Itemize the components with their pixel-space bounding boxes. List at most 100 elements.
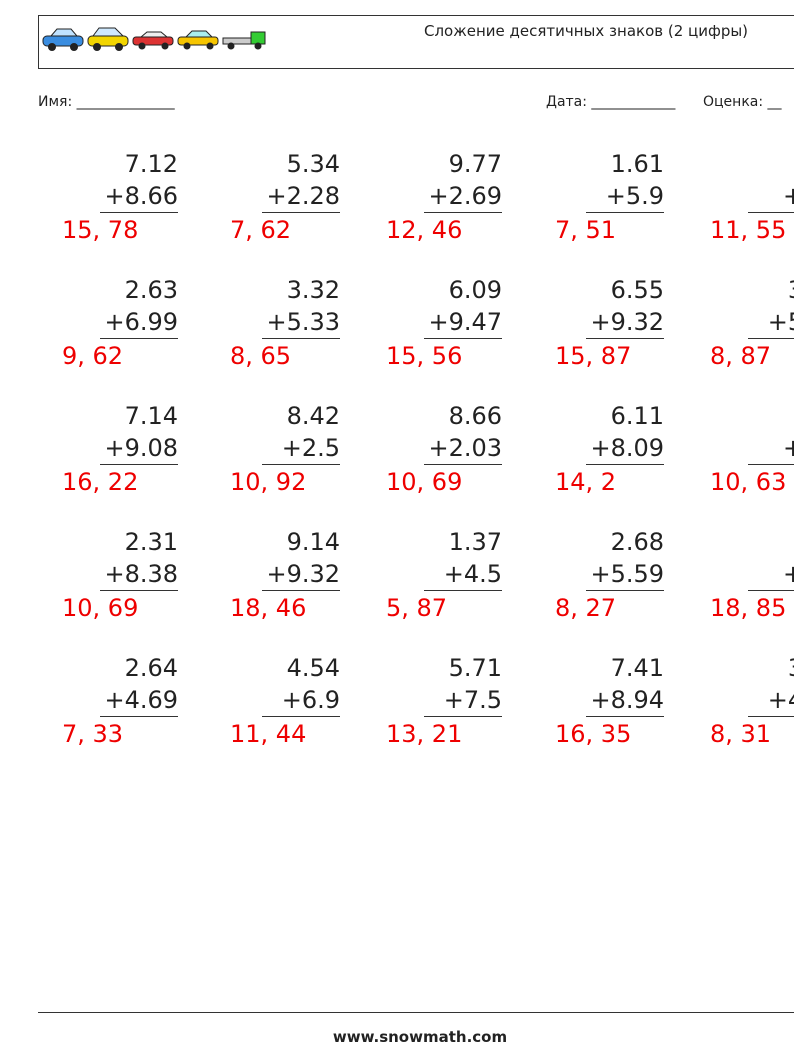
answer: 8, 65 — [230, 342, 292, 370]
sum-line — [424, 716, 502, 717]
answer: 12, 46 — [386, 216, 463, 244]
addend-b: +4.5 — [443, 560, 502, 588]
answer: 16, 22 — [62, 468, 139, 496]
sum-line — [424, 212, 502, 213]
sum-line — [262, 212, 340, 213]
addend-b: +8.38 — [104, 560, 178, 588]
sum-line — [586, 338, 664, 339]
answer: 7, 33 — [62, 720, 124, 748]
addend-a: 7.14 — [124, 402, 178, 430]
addend-a: 2.63 — [124, 276, 178, 304]
addend-a: 5.71 — [448, 654, 502, 682]
addend-a: 6.55 — [610, 276, 664, 304]
addend-b: +5.33 — [266, 308, 340, 336]
answer: 14, 2 — [555, 468, 617, 496]
answer: 11, 55 — [710, 216, 787, 244]
addend-b: +8.66 — [104, 182, 178, 210]
answer: 15, 56 — [386, 342, 463, 370]
answer: 15, 87 — [555, 342, 632, 370]
answer: 9, 62 — [62, 342, 124, 370]
answer: 11, 44 — [230, 720, 307, 748]
sum-line — [100, 590, 178, 591]
addend-b: +4.69 — [104, 686, 178, 714]
sum-line — [748, 716, 794, 717]
sum-line — [424, 464, 502, 465]
answer: 7, 51 — [555, 216, 617, 244]
answer: 7, 62 — [230, 216, 292, 244]
answer: 10, 69 — [386, 468, 463, 496]
sum-line — [586, 212, 664, 213]
addend-b: +2.03 — [428, 434, 502, 462]
addend-b: +6.99 — [104, 308, 178, 336]
header-box — [38, 15, 794, 69]
sum-line — [424, 590, 502, 591]
addend-a: 9.77 — [448, 150, 502, 178]
addend-b: +9. — [782, 560, 794, 588]
addend-b: +3. — [782, 182, 794, 210]
sum-line — [100, 338, 178, 339]
addend-a: 8.42 — [286, 402, 340, 430]
addend-b: +5.9 — [605, 182, 664, 210]
addend-b: +2.69 — [428, 182, 502, 210]
sum-line — [100, 716, 178, 717]
addend-b: +9.47 — [428, 308, 502, 336]
answer: 10, 69 — [62, 594, 139, 622]
addend-a: 7.41 — [610, 654, 664, 682]
sum-line — [262, 338, 340, 339]
addend-b: +2.5 — [281, 434, 340, 462]
sum-line — [748, 212, 794, 213]
car-icons — [42, 27, 266, 51]
addend-a: 2.64 — [124, 654, 178, 682]
sum-line — [586, 590, 664, 591]
sum-line — [748, 464, 794, 465]
addend-b: +6.9 — [281, 686, 340, 714]
addend-b: +9. — [782, 434, 794, 462]
sum-line — [586, 464, 664, 465]
addend-a: 5.34 — [286, 150, 340, 178]
answer: 18, 46 — [230, 594, 307, 622]
addend-a: 4.54 — [286, 654, 340, 682]
addend-b: +8.94 — [590, 686, 664, 714]
addend-a: 1.61 — [610, 150, 664, 178]
addend-a: 3.32 — [286, 276, 340, 304]
addend-a: 2.68 — [610, 528, 664, 556]
answer: 10, 92 — [230, 468, 307, 496]
addend-a: 9.14 — [286, 528, 340, 556]
answer: 8, 87 — [710, 342, 772, 370]
addend-b: +9.08 — [104, 434, 178, 462]
answer: 8, 31 — [710, 720, 772, 748]
footer-rule — [38, 1012, 794, 1013]
addend-b: +9.32 — [590, 308, 664, 336]
addend-a: 6.11 — [610, 402, 664, 430]
sum-line — [748, 590, 794, 591]
answer: 13, 21 — [386, 720, 463, 748]
addend-a: 6.09 — [448, 276, 502, 304]
answer: 8, 27 — [555, 594, 617, 622]
addend-a: 1.37 — [448, 528, 502, 556]
addend-b: +5.59 — [590, 560, 664, 588]
sum-line — [100, 464, 178, 465]
grade-label: Оценка: __ — [703, 94, 782, 110]
answer: 10, 63 — [710, 468, 787, 496]
answer: 18, 85 — [710, 594, 787, 622]
answer: 5, 87 — [386, 594, 448, 622]
addend-a: 3.1 — [788, 276, 794, 304]
answer: 16, 35 — [555, 720, 632, 748]
sum-line — [262, 590, 340, 591]
sum-line — [586, 716, 664, 717]
addend-a: 8.66 — [448, 402, 502, 430]
addend-b: +2.28 — [266, 182, 340, 210]
answer: 15, 78 — [62, 216, 139, 244]
date-label: Дата: ____________ — [546, 94, 676, 110]
addend-a: 7.12 — [124, 150, 178, 178]
addend-a: 2.31 — [124, 528, 178, 556]
sum-line — [262, 464, 340, 465]
addend-b: +8.09 — [590, 434, 664, 462]
addend-b: +5.7 — [767, 308, 794, 336]
addend-b: +4.9 — [767, 686, 794, 714]
title: Сложение десятичных знаков (2 цифры) — [424, 22, 749, 40]
addend-a: 3.3 — [788, 654, 794, 682]
sum-line — [100, 212, 178, 213]
sum-line — [262, 716, 340, 717]
